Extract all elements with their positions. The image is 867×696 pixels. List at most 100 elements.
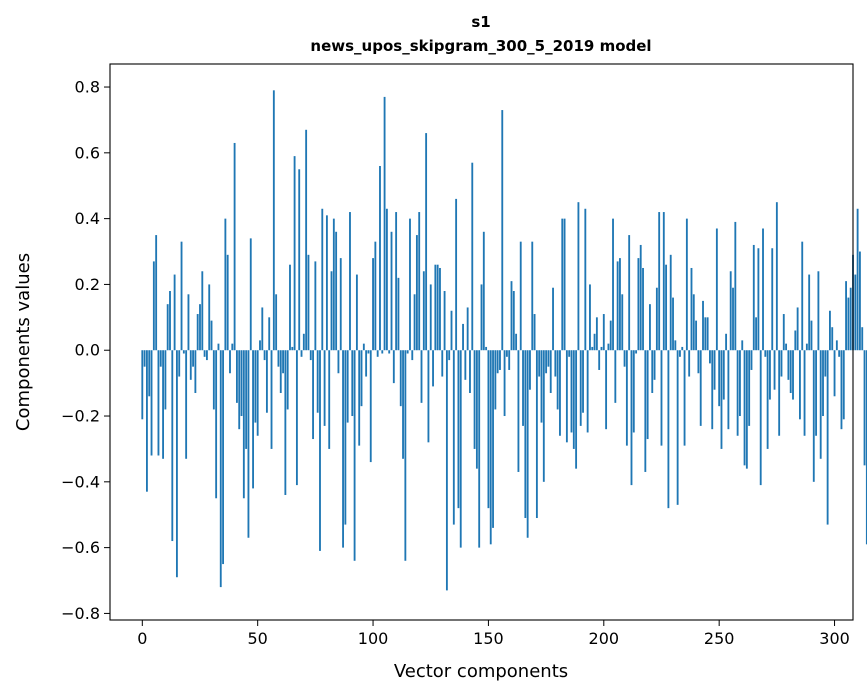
- bar-128: [436, 264, 439, 351]
- bar-183: [563, 218, 566, 351]
- bar-117: [411, 350, 414, 361]
- bar-34: [219, 350, 222, 588]
- bar-150: [487, 350, 490, 509]
- bar-230: [672, 297, 674, 351]
- bar-208: [621, 294, 624, 351]
- bar-92: [353, 350, 356, 561]
- x-axis-label: Vector components: [394, 661, 568, 682]
- bar-137: [457, 350, 460, 509]
- bar-20: [187, 294, 190, 351]
- x-tick-label: 300: [819, 629, 850, 648]
- bar-85: [337, 350, 340, 374]
- bar-190: [579, 350, 582, 426]
- bar-250: [718, 350, 721, 407]
- bar-4: [150, 350, 153, 456]
- bar-303: [840, 350, 843, 430]
- bar-271: [766, 350, 769, 449]
- bar-220: [649, 304, 651, 351]
- bar-279: [785, 343, 788, 351]
- bar-311: [859, 251, 861, 351]
- bar-97: [365, 350, 368, 377]
- bar-194: [589, 284, 591, 351]
- bar-15: [175, 350, 178, 578]
- bar-306: [847, 297, 850, 351]
- bar-296: [824, 350, 827, 377]
- bar-151: [489, 350, 492, 545]
- bar-221: [651, 350, 654, 393]
- bar-180: [556, 350, 559, 410]
- bar-246: [709, 350, 711, 364]
- bar-304: [842, 350, 845, 420]
- bar-80: [325, 215, 328, 351]
- bar-189: [577, 202, 580, 351]
- bar-57: [272, 90, 275, 351]
- bar-140: [464, 350, 467, 380]
- bar-26: [201, 271, 204, 351]
- bar-53: [263, 350, 266, 361]
- y-tick-label: −0.8: [61, 604, 100, 623]
- bar-206: [616, 261, 619, 351]
- bar-243: [702, 300, 704, 351]
- bar-176: [547, 350, 550, 367]
- bar-43: [240, 350, 243, 417]
- bar-0: [141, 350, 144, 420]
- bar-136: [455, 198, 458, 351]
- bar-287: [803, 350, 806, 436]
- bar-40: [233, 142, 236, 351]
- y-axis-label: Components values: [13, 253, 34, 431]
- bar-162: [515, 333, 518, 351]
- bar-67: [295, 350, 298, 486]
- bar-163: [517, 350, 520, 472]
- bar-134: [450, 310, 453, 351]
- bar-132: [445, 350, 448, 591]
- bar-146: [478, 350, 481, 548]
- bar-130: [441, 350, 444, 377]
- bar-11: [166, 304, 169, 351]
- bar-2: [146, 350, 148, 492]
- bar-54: [265, 350, 268, 413]
- bar-177: [549, 350, 552, 393]
- bar-143: [471, 162, 474, 351]
- bar-226: [662, 212, 665, 351]
- bar-88: [344, 350, 347, 525]
- bar-238: [690, 267, 693, 351]
- bar-114: [404, 350, 407, 561]
- bar-281: [789, 350, 792, 393]
- bar-293: [817, 271, 820, 351]
- bar-73: [309, 350, 312, 361]
- bar-211: [628, 235, 631, 351]
- bar-193: [586, 350, 589, 433]
- bar-131: [443, 291, 446, 351]
- bar-182: [561, 218, 564, 351]
- bar-106: [385, 208, 388, 351]
- bar-157: [503, 350, 506, 417]
- bar-172: [538, 350, 541, 377]
- bar-96: [362, 343, 365, 351]
- bar-32: [215, 350, 218, 499]
- bar-253: [725, 333, 728, 351]
- bar-77: [319, 350, 321, 551]
- bar-121: [420, 350, 423, 403]
- bar-24: [196, 314, 199, 351]
- bar-267: [757, 248, 760, 351]
- bar-247: [711, 350, 714, 430]
- bar-285: [799, 350, 801, 420]
- bar-165: [522, 350, 524, 426]
- bar-71: [305, 129, 308, 351]
- y-tick-label: 0.6: [75, 143, 100, 162]
- bar-252: [722, 350, 725, 400]
- bar-312: [861, 327, 864, 351]
- bar-244: [704, 317, 707, 351]
- bar-84: [335, 231, 338, 351]
- bar-258: [736, 350, 739, 436]
- bar-50: [256, 350, 259, 436]
- bar-156: [501, 110, 504, 351]
- bar-273: [771, 248, 774, 351]
- bar-126: [432, 350, 434, 387]
- bar-171: [535, 350, 538, 519]
- bar-45: [245, 350, 248, 449]
- x-tick-label: 150: [473, 629, 504, 648]
- bar-70: [302, 333, 305, 351]
- bar-256: [732, 287, 734, 351]
- bar-257: [734, 221, 737, 351]
